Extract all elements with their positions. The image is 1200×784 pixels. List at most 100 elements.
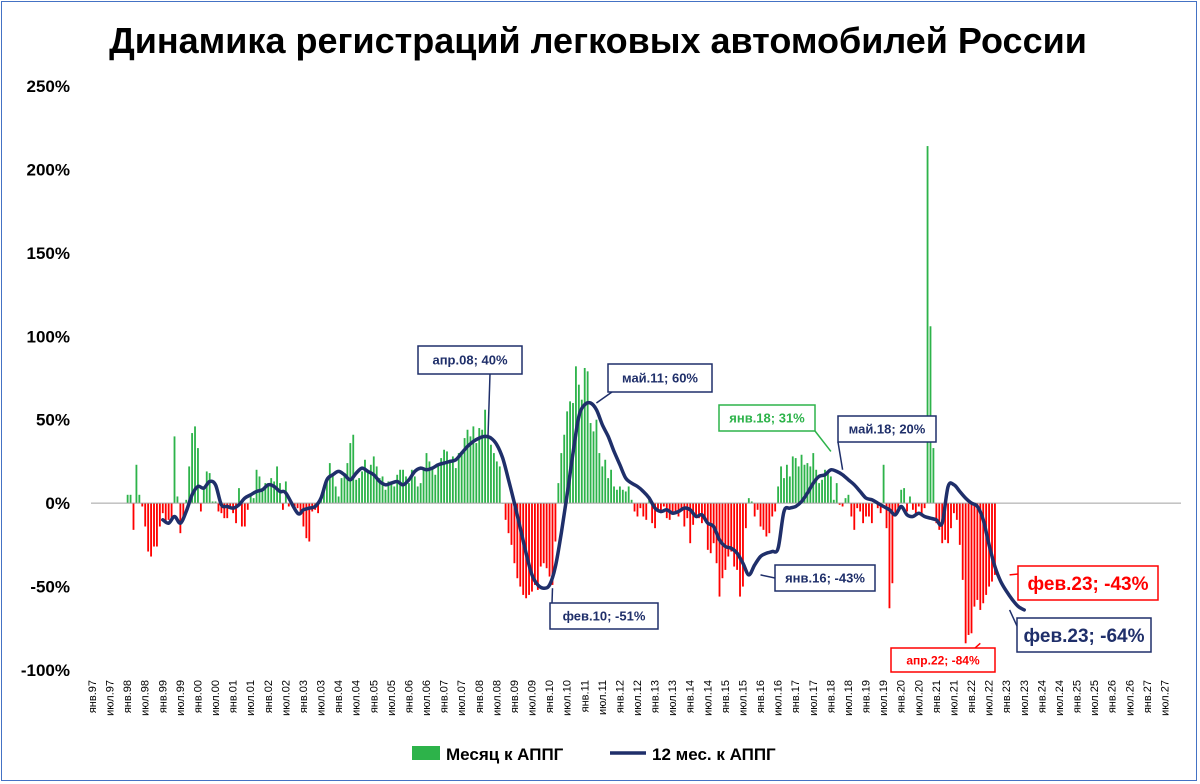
x-tick-label: янв.24: [1036, 680, 1048, 713]
bar: [167, 503, 170, 520]
bar: [950, 503, 952, 529]
bar: [390, 481, 393, 504]
x-tick-label: янв.15: [720, 680, 732, 713]
bar: [911, 503, 914, 510]
bar: [548, 503, 551, 577]
bar: [569, 401, 571, 504]
bar: [446, 451, 448, 504]
bar: [759, 503, 762, 527]
x-tick-label: июл.03: [316, 680, 328, 716]
bar: [903, 488, 906, 504]
bar: [408, 483, 410, 504]
bar: [744, 503, 747, 529]
bar: [598, 453, 601, 504]
bar: [317, 503, 319, 514]
bar: [618, 486, 621, 504]
bar: [721, 503, 724, 579]
bar: [126, 494, 129, 504]
bar: [932, 448, 935, 504]
bar: [730, 503, 733, 552]
bar: [422, 469, 425, 504]
x-tick-label: янв.14: [685, 680, 697, 713]
bar: [961, 503, 964, 580]
bar: [249, 494, 252, 504]
bar: [235, 503, 237, 524]
annotation-leader: [1009, 573, 1019, 576]
bar: [270, 478, 273, 504]
bar: [199, 503, 202, 512]
bar: [328, 463, 331, 504]
bar: [495, 461, 498, 504]
bar: [800, 454, 803, 504]
x-tick-label: янв.26: [1107, 680, 1119, 713]
y-tick-label: 100%: [27, 327, 70, 346]
bar: [387, 481, 390, 504]
x-tick-label: янв.17: [790, 680, 802, 713]
bar: [522, 503, 525, 595]
bar: [938, 503, 941, 530]
bar: [870, 503, 873, 524]
bar: [583, 367, 586, 504]
chart-title: Динамика регистраций легковых автомобиле…: [109, 20, 1087, 61]
bar: [129, 494, 132, 504]
bar: [885, 503, 888, 529]
x-tick-label: янв.97: [87, 680, 99, 713]
bar: [955, 503, 958, 520]
bar: [838, 503, 841, 505]
bar: [592, 431, 595, 504]
bar: [607, 478, 610, 504]
bar: [364, 459, 366, 504]
bar: [188, 466, 191, 504]
bar: [920, 503, 923, 517]
bar: [358, 478, 361, 504]
annotation-label: май.11; 60%: [622, 371, 698, 386]
bar: [768, 503, 771, 534]
x-tick-label: июл.04: [351, 680, 363, 716]
bar: [703, 503, 706, 519]
bar: [929, 326, 932, 504]
bar: [217, 503, 220, 512]
bar: [651, 503, 654, 524]
bar: [657, 503, 659, 510]
bar: [818, 483, 821, 504]
bar: [267, 483, 270, 504]
bar: [689, 503, 692, 544]
bar: [299, 503, 302, 512]
x-tick-label: июл.25: [1089, 680, 1101, 716]
x-tick-label: янв.99: [157, 680, 169, 713]
bar: [504, 503, 507, 520]
x-tick-label: июл.19: [878, 680, 890, 716]
bar: [323, 489, 325, 504]
bar: [736, 503, 738, 570]
bar: [449, 459, 451, 504]
bar: [185, 499, 188, 504]
bar: [783, 478, 785, 504]
bar: [859, 503, 862, 512]
x-tick-label: июл.06: [421, 680, 433, 716]
bar: [331, 474, 334, 504]
x-tick-label: июл.11: [597, 680, 609, 715]
bar: [958, 503, 961, 545]
bar: [774, 503, 777, 512]
bar: [516, 503, 519, 579]
annotation-box: [549, 602, 659, 630]
x-tick-label: июл.12: [632, 680, 644, 716]
bar: [727, 503, 730, 557]
x-tick-label: июл.10: [562, 680, 574, 716]
bar: [844, 498, 847, 504]
bar: [202, 486, 205, 504]
bar: [393, 486, 396, 504]
bar: [325, 481, 328, 504]
bar: [361, 471, 363, 504]
x-tick-label: июл.21: [949, 680, 961, 716]
bar: [413, 476, 416, 504]
bar: [158, 503, 161, 527]
annotation-leader: [814, 430, 832, 452]
bar: [630, 499, 633, 504]
bar: [695, 503, 697, 517]
bar: [610, 469, 613, 504]
bar: [712, 503, 715, 544]
bar: [381, 476, 384, 504]
bar: [226, 503, 229, 519]
bar: [223, 503, 226, 519]
